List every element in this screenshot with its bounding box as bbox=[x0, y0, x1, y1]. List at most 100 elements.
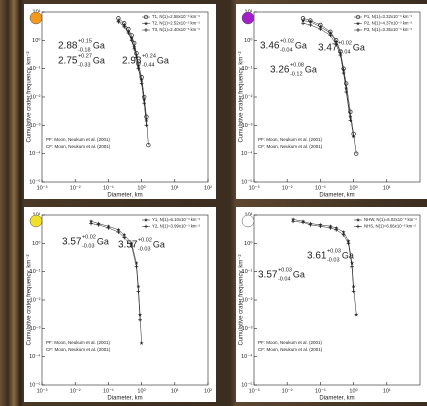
chart-panel: 10⁻³ 10⁻² 10⁻¹ 10⁰ 10¹ 10² 10⁻⁵ 10⁻⁴ 10⁻³ 10⁻² 10⁻… bbox=[24, 4, 216, 199]
age-value: 2.88 bbox=[58, 41, 78, 52]
age-value: 3.47 bbox=[318, 43, 338, 54]
data-point bbox=[142, 101, 147, 106]
x-axis-label: Diameter, km bbox=[107, 193, 142, 199]
age-unit: Ga bbox=[97, 236, 109, 246]
y-tick-label: 10⁰ bbox=[32, 37, 41, 44]
data-point bbox=[338, 53, 343, 57]
data-point bbox=[138, 312, 143, 317]
data-point bbox=[308, 23, 313, 27]
data-point bbox=[348, 109, 353, 114]
legend-marker bbox=[143, 14, 149, 20]
data-point bbox=[328, 224, 333, 229]
data-point bbox=[301, 220, 305, 225]
data-point bbox=[300, 18, 306, 23]
x-tick-label: 10⁰ bbox=[349, 184, 358, 191]
panel-background bbox=[24, 207, 216, 402]
y-tick-label: 10⁰ bbox=[244, 240, 253, 247]
legend-marker bbox=[144, 224, 148, 229]
x-tick-label: 10¹ bbox=[383, 185, 391, 191]
note: PF: Moon, Neukum et al. (2001) bbox=[258, 137, 323, 142]
y-tick-label: 10⁻³ bbox=[30, 123, 41, 129]
panel-marker bbox=[29, 214, 43, 228]
age-plus: +0.08 bbox=[290, 62, 304, 68]
data-point bbox=[318, 224, 323, 229]
age-plus: +0.27 bbox=[78, 53, 92, 59]
x-tick-label: 10⁻³ bbox=[249, 388, 260, 394]
data-point bbox=[341, 71, 346, 75]
data-point bbox=[129, 241, 134, 246]
legend-label: T2, N(1)=2.52x10⁻³ km⁻² bbox=[152, 21, 200, 26]
data-point bbox=[139, 340, 144, 345]
legend-label: NHS, N(1)=6.66x10⁻³ km⁻² bbox=[364, 224, 417, 229]
legend-label: T1, N(1)=2.58x10⁻³ km⁻² bbox=[152, 14, 200, 19]
note: CF: Moon, Neukum et al. (2001) bbox=[46, 347, 111, 352]
legend-label: P2, N(1)=4.37x10⁻³ km⁻² bbox=[364, 21, 413, 26]
data-point bbox=[116, 227, 121, 232]
data-point bbox=[344, 86, 349, 91]
age-plus: +0.03 bbox=[327, 248, 341, 254]
age-plus: +0.24 bbox=[142, 53, 156, 59]
y-tick-label: 10⁻⁵ bbox=[29, 178, 40, 185]
data-point bbox=[132, 44, 137, 49]
age-minus: -0.03 bbox=[138, 246, 151, 252]
age-value: 3.57 bbox=[62, 237, 82, 248]
age-value: 3.61 bbox=[307, 251, 327, 262]
data-point bbox=[351, 134, 356, 139]
age-plus: +0.03 bbox=[278, 267, 292, 273]
legend-marker bbox=[355, 21, 361, 26]
y-tick-label: 10⁰ bbox=[32, 240, 41, 247]
y-tick-label: 10⁻⁵ bbox=[241, 178, 252, 185]
x-tick-label: 10⁻² bbox=[282, 388, 293, 394]
data-point bbox=[136, 66, 141, 71]
data-point bbox=[89, 221, 93, 226]
data-point bbox=[344, 81, 349, 86]
data-point bbox=[328, 30, 333, 35]
y-axis-label: Cumulative crater frequency, km⁻² bbox=[27, 254, 33, 345]
panel-marker bbox=[241, 214, 255, 228]
x-tick-label: 10⁻¹ bbox=[315, 185, 326, 191]
age-plus: +0.02 bbox=[138, 237, 152, 243]
age-unit: Ga bbox=[305, 64, 317, 74]
data-point bbox=[338, 51, 343, 55]
data-point bbox=[134, 52, 139, 57]
data-point bbox=[122, 22, 127, 27]
note: CF: Moon, Neukum et al. (2001) bbox=[258, 144, 323, 149]
data-point bbox=[139, 77, 144, 82]
age-minus: -0.18 bbox=[78, 47, 91, 53]
panel-marker bbox=[29, 11, 43, 25]
y-tick-label: 10⁻⁵ bbox=[29, 381, 40, 388]
legend-label: Y2, N(1)=3.99x10⁻³ km⁻² bbox=[152, 224, 201, 229]
data-point bbox=[136, 289, 141, 294]
chart-panel: 10⁻³ 10⁻² 10⁻¹ 10⁰ 10¹ 10⁻⁵ 10⁻⁴ 10⁻³ 10⁻² 10⁻¹ 10… bbox=[236, 4, 427, 199]
age-unit: Ga bbox=[153, 239, 165, 249]
panel-background bbox=[236, 4, 427, 199]
data-point bbox=[144, 118, 149, 123]
x-tick-label: 10² bbox=[204, 185, 212, 191]
data-point bbox=[138, 318, 142, 322]
chart-panel: 10⁻³ 10⁻² 10⁻¹ 10⁰ 10¹ 10² 10⁻⁵ 10⁻⁴ 10⁻³ 10⁻² 10⁻… bbox=[24, 207, 216, 402]
data-point bbox=[341, 233, 346, 237]
data-point bbox=[136, 284, 141, 289]
legend-marker bbox=[355, 217, 361, 222]
age-minus: -0.04 bbox=[278, 276, 291, 282]
data-point bbox=[142, 97, 147, 102]
data-point bbox=[350, 260, 355, 265]
data-point bbox=[106, 224, 111, 229]
series-line bbox=[118, 21, 147, 126]
age-minus: -0.33 bbox=[78, 62, 91, 68]
data-point bbox=[134, 260, 139, 265]
age-plus: +0.02 bbox=[82, 234, 96, 240]
y-tick-label: 10⁰ bbox=[244, 37, 253, 44]
data-point bbox=[96, 223, 101, 227]
age-unit: Ga bbox=[295, 40, 307, 50]
data-point bbox=[116, 20, 121, 24]
y-axis-label: Cumulative crater frequency, km⁻² bbox=[239, 254, 245, 345]
data-point bbox=[129, 244, 134, 248]
age-minus: -0.12 bbox=[290, 71, 303, 77]
age-value: 3.46 bbox=[260, 41, 280, 52]
y-tick-label: 10⁻² bbox=[30, 94, 41, 100]
data-point bbox=[129, 38, 134, 43]
legend-label: P3, N(1)=3.35x10⁻³ km⁻² bbox=[364, 27, 413, 32]
x-tick-label: 10⁻² bbox=[70, 388, 81, 394]
y-tick-label: 10⁻² bbox=[30, 297, 41, 303]
